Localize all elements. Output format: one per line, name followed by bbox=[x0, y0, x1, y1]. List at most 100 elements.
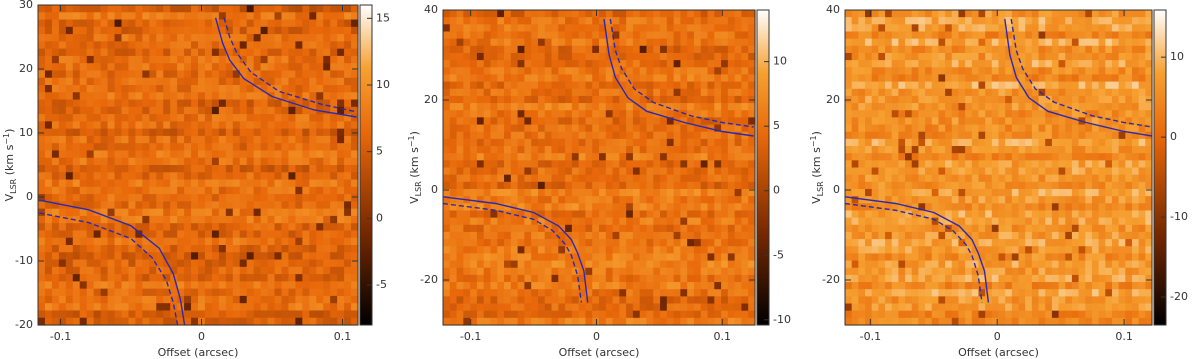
heatmap-cell bbox=[925, 10, 932, 18]
heatmap-cell bbox=[212, 5, 220, 13]
heatmap-cell bbox=[268, 27, 276, 35]
heatmap-cell bbox=[872, 110, 879, 118]
heatmap-cell bbox=[865, 96, 872, 104]
heatmap-cell bbox=[735, 10, 742, 18]
heatmap-cell bbox=[205, 310, 213, 318]
heatmap-cell bbox=[721, 17, 728, 25]
heatmap-cell bbox=[52, 281, 60, 289]
heatmap-cell bbox=[212, 70, 220, 78]
heatmap-cell bbox=[309, 238, 317, 246]
heatmap-cell bbox=[149, 223, 157, 231]
heatmap-cell bbox=[613, 17, 620, 25]
heatmap-cell bbox=[198, 172, 206, 180]
heatmap-cell bbox=[585, 139, 592, 147]
heatmap-cell bbox=[952, 31, 959, 39]
heatmap-cell bbox=[101, 187, 109, 195]
heatmap-cell bbox=[101, 129, 109, 137]
heatmap-cell bbox=[538, 261, 545, 269]
heatmap-cell bbox=[198, 180, 206, 188]
heatmap-cell bbox=[687, 304, 694, 312]
heatmap-cell bbox=[721, 246, 728, 254]
heatmap-cell bbox=[708, 110, 715, 118]
heatmap-cell bbox=[905, 82, 912, 90]
heatmap-cell bbox=[1125, 103, 1132, 111]
heatmap-cell bbox=[87, 121, 95, 129]
heatmap-cell bbox=[660, 203, 667, 211]
heatmap-cell bbox=[1099, 67, 1106, 75]
heatmap-cell bbox=[73, 56, 81, 64]
heatmap-cell bbox=[205, 129, 213, 137]
heatmap-cell bbox=[490, 175, 497, 183]
heatmap-cell bbox=[309, 274, 317, 282]
heatmap-cell bbox=[646, 225, 653, 233]
heatmap-cell bbox=[295, 70, 303, 78]
heatmap-cell bbox=[504, 232, 511, 240]
heatmap-cell bbox=[1139, 17, 1146, 25]
heatmap-cell bbox=[268, 281, 276, 289]
y-label-sub: LSR bbox=[414, 181, 423, 197]
heatmap-cell bbox=[978, 132, 985, 140]
heatmap-cell bbox=[450, 96, 457, 104]
heatmap-cell bbox=[80, 238, 88, 246]
heatmap-cell bbox=[135, 187, 143, 195]
heatmap-cell bbox=[73, 318, 81, 326]
heatmap-cell bbox=[191, 296, 199, 304]
heatmap-cell bbox=[667, 60, 674, 68]
heatmap-cell bbox=[142, 70, 150, 78]
heatmap-cell bbox=[52, 70, 60, 78]
heatmap-cell bbox=[687, 175, 694, 183]
heatmap-cell bbox=[633, 189, 640, 197]
heatmap-cell bbox=[667, 74, 674, 82]
heatmap-cell bbox=[898, 53, 905, 61]
heatmap-cell bbox=[965, 24, 972, 32]
heatmap-cell bbox=[585, 189, 592, 197]
heatmap-cell bbox=[640, 132, 647, 140]
heatmap-cell bbox=[660, 153, 667, 161]
heatmap-cell bbox=[538, 282, 545, 290]
heatmap-cell bbox=[965, 74, 972, 82]
heatmap-cell bbox=[121, 121, 129, 129]
heatmap-cell bbox=[680, 132, 687, 140]
heatmap-cell bbox=[219, 209, 227, 217]
heatmap-cell bbox=[565, 103, 572, 111]
heatmap-cell bbox=[268, 318, 276, 326]
heatmap-cell bbox=[309, 56, 317, 64]
heatmap-cell bbox=[115, 20, 123, 28]
heatmap-cell bbox=[694, 268, 701, 276]
heatmap-cell bbox=[1105, 46, 1112, 54]
heatmap-cell bbox=[728, 31, 735, 39]
heatmap-cell bbox=[579, 311, 586, 319]
heatmap-cell bbox=[45, 143, 53, 151]
heatmap-cell bbox=[653, 246, 660, 254]
heatmap-cell bbox=[240, 172, 248, 180]
heatmap-cell bbox=[463, 110, 470, 118]
heatmap-cell bbox=[531, 89, 538, 97]
heatmap-cell bbox=[94, 136, 102, 144]
heatmap-cell bbox=[667, 96, 674, 104]
heatmap-cell bbox=[66, 158, 74, 166]
heatmap-cell bbox=[87, 27, 95, 35]
heatmap-cell bbox=[247, 310, 255, 318]
heatmap-cell bbox=[268, 143, 276, 151]
heatmap-cell bbox=[45, 78, 53, 86]
heatmap-cell bbox=[518, 289, 525, 297]
heatmap-cell bbox=[714, 318, 721, 326]
heatmap-cell bbox=[708, 225, 715, 233]
heatmap-cell bbox=[687, 225, 694, 233]
heatmap-cell bbox=[721, 196, 728, 204]
heatmap-cell bbox=[337, 100, 345, 108]
heatmap-cell bbox=[504, 89, 511, 97]
heatmap-cell bbox=[163, 165, 171, 173]
heatmap-cell bbox=[302, 78, 310, 86]
heatmap-cell bbox=[45, 230, 53, 238]
heatmap-cell bbox=[978, 60, 985, 68]
heatmap-cell bbox=[958, 31, 965, 39]
heatmap-cell bbox=[351, 100, 359, 108]
heatmap-cell bbox=[978, 46, 985, 54]
heatmap-cell bbox=[470, 175, 477, 183]
heatmap-cell bbox=[1112, 132, 1119, 140]
heatmap-cell bbox=[497, 175, 504, 183]
heatmap-cell bbox=[606, 96, 613, 104]
heatmap-cell bbox=[240, 296, 248, 304]
heatmap-cell bbox=[94, 187, 102, 195]
